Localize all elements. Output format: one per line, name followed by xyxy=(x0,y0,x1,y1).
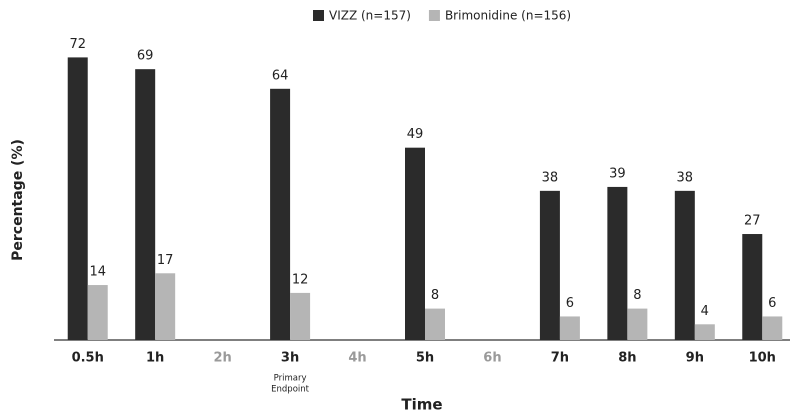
x-axis-title: Time xyxy=(401,396,442,414)
bar xyxy=(67,57,88,341)
x-tick-label: 4h xyxy=(348,351,366,366)
x-tick-label: 6h xyxy=(483,351,501,366)
bar xyxy=(87,285,108,340)
bar xyxy=(155,273,176,340)
x-tick-label: 9h xyxy=(686,351,704,366)
x-tick-label: 3h xyxy=(281,351,299,366)
value-label: 8 xyxy=(431,288,439,303)
x-tick-label: 0.5h xyxy=(72,351,104,366)
legend-swatch xyxy=(428,10,440,21)
x-tick-label: 5h xyxy=(416,351,434,366)
value-label: 6 xyxy=(768,296,776,311)
value-label: 17 xyxy=(157,253,174,268)
annotation: Primary xyxy=(274,374,307,384)
x-tick-label: 2h xyxy=(213,351,231,366)
value-label: 8 xyxy=(633,288,641,303)
bar xyxy=(405,147,425,340)
value-label: 49 xyxy=(407,127,424,142)
bar xyxy=(674,190,695,340)
bar xyxy=(135,69,156,341)
value-label: 38 xyxy=(677,170,694,185)
x-tick-label: 10h xyxy=(749,351,776,366)
value-label: 64 xyxy=(272,68,289,83)
legend-label: VIZZ (n=157) xyxy=(329,9,411,23)
bar xyxy=(539,190,560,340)
bar xyxy=(559,316,580,340)
bar xyxy=(694,324,715,340)
value-label: 69 xyxy=(137,49,154,64)
value-label: 12 xyxy=(292,272,309,287)
value-label: 27 xyxy=(744,214,761,229)
bar xyxy=(762,316,783,340)
value-label: 14 xyxy=(89,265,106,280)
value-label: 72 xyxy=(69,37,86,52)
bar xyxy=(742,234,763,340)
value-label: 4 xyxy=(701,304,709,319)
x-tick-label: 7h xyxy=(551,351,569,366)
y-axis-title: Percentage (%) xyxy=(10,139,26,261)
value-label: 38 xyxy=(542,170,559,185)
bar xyxy=(607,186,628,340)
legend-label: Brimonidine (n=156) xyxy=(445,9,571,23)
bar xyxy=(627,308,648,340)
bar xyxy=(270,88,291,340)
legend-swatch xyxy=(313,10,324,21)
annotation: Endpoint xyxy=(271,385,309,395)
bar xyxy=(425,308,445,340)
bar xyxy=(290,292,311,340)
x-tick-label: 1h xyxy=(146,351,164,366)
value-label: 39 xyxy=(609,166,626,181)
value-label: 6 xyxy=(566,296,574,311)
x-tick-label: 8h xyxy=(618,351,636,366)
